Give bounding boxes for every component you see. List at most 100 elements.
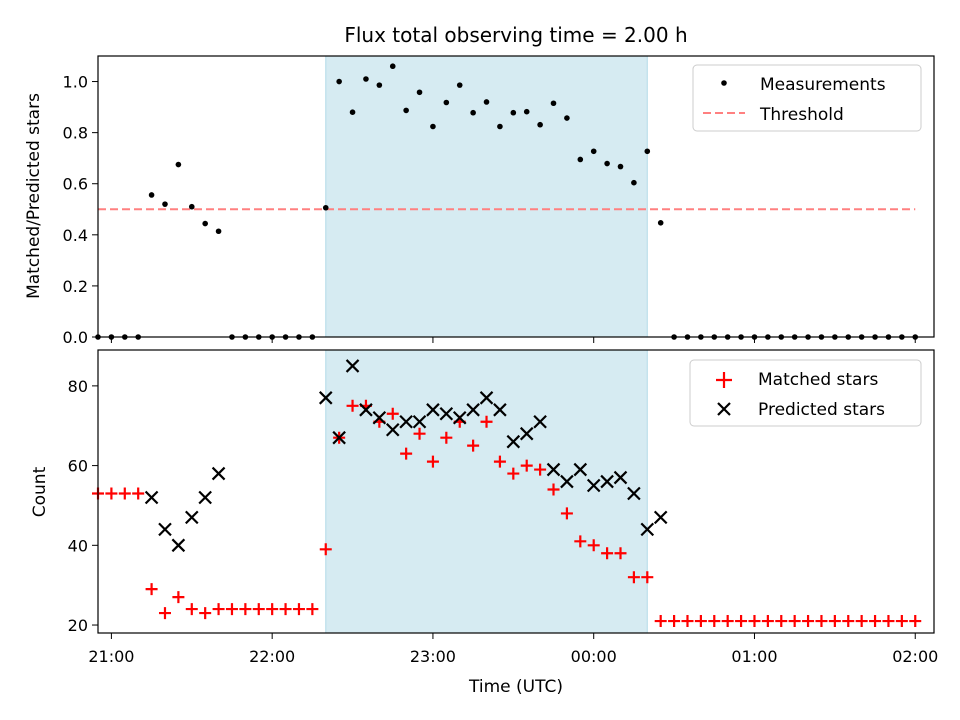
predicted-point xyxy=(412,414,427,429)
matched-point xyxy=(145,583,158,596)
matched-point xyxy=(708,615,721,628)
count-y-ticks: 20 40 60 80 xyxy=(68,377,98,635)
count-y-label: Count xyxy=(30,466,50,517)
ratio-y-tick-label: 0.4 xyxy=(63,226,88,245)
measurement-point xyxy=(510,109,517,116)
ratio-shaded-span xyxy=(325,55,648,338)
matched-point xyxy=(694,615,707,628)
measurement-point xyxy=(537,121,543,128)
count-legend: Matched stars Predicted stars xyxy=(689,359,922,427)
matched-point xyxy=(721,615,734,628)
measurement-point xyxy=(376,82,383,88)
matched-point xyxy=(239,603,252,616)
predicted-point xyxy=(198,490,212,505)
predicted-point xyxy=(600,474,614,489)
count-y-tick-label: 80 xyxy=(68,377,88,396)
measurement-point xyxy=(336,78,342,85)
measurement-point xyxy=(456,82,463,88)
predicted-point xyxy=(372,410,387,425)
matched-point xyxy=(668,615,681,628)
matched-point xyxy=(802,615,815,628)
ratio-y-tick-label: 1.0 xyxy=(63,73,88,92)
measurement-point xyxy=(416,89,423,96)
measurement-point xyxy=(470,109,476,116)
count-axes-frame xyxy=(97,349,935,634)
matched-point xyxy=(775,615,788,628)
matched-point xyxy=(132,487,145,500)
ratio-panel: 0.0 0.2 0.4 0.6 0.8 1.0 Matched/Predicted sta… xyxy=(24,55,935,347)
matched-point xyxy=(225,603,238,616)
count-y-tick-label: 40 xyxy=(68,536,88,555)
predicted-point xyxy=(479,391,494,405)
matched-point xyxy=(400,447,413,460)
measurement-point xyxy=(188,203,195,210)
measurement-point xyxy=(389,63,396,70)
matched-point xyxy=(507,467,520,480)
matched-point xyxy=(895,615,908,628)
measurement-point xyxy=(604,160,610,167)
count-legend-box xyxy=(689,359,922,427)
ratio-y-tick-label: 0.2 xyxy=(63,277,88,296)
matched-point xyxy=(266,603,279,616)
matched-point xyxy=(748,615,761,628)
predicted-points xyxy=(144,359,668,553)
matched-point xyxy=(413,427,426,440)
matched-point xyxy=(426,455,439,468)
ratio-y-tick-label: 0.6 xyxy=(63,175,88,194)
legend-marker-measurements xyxy=(721,80,727,86)
matched-point xyxy=(735,615,748,628)
predicted-point xyxy=(171,538,186,553)
figure-title: Flux total observing time = 2.00 h xyxy=(344,23,687,47)
measurement-point xyxy=(202,220,208,227)
matched-point xyxy=(842,615,855,628)
ratio-y-ticks: 0.0 0.2 0.4 0.6 0.8 1.0 xyxy=(63,73,98,347)
measurement-point xyxy=(403,107,409,114)
matched-point xyxy=(467,439,480,452)
matched-point xyxy=(909,615,922,628)
matched-point xyxy=(547,483,560,496)
matched-point xyxy=(346,399,359,412)
matched-point xyxy=(601,547,614,560)
measurement-point xyxy=(577,156,584,163)
predicted-point xyxy=(506,434,521,449)
matched-point xyxy=(319,543,332,556)
measurement-point xyxy=(349,109,356,115)
matched-point xyxy=(105,487,118,500)
matched-point xyxy=(560,507,573,520)
matched-point xyxy=(574,535,587,548)
count-x-tick-label: 22:00 xyxy=(249,647,295,666)
count-x-tick-label: 02:00 xyxy=(892,647,938,666)
measurement-point xyxy=(322,204,329,211)
legend-label-matched: Matched stars xyxy=(758,370,878,390)
predicted-point xyxy=(586,478,601,493)
legend-marker-predicted xyxy=(717,402,731,416)
predicted-point xyxy=(560,474,574,489)
matched-point xyxy=(440,431,453,444)
count-x-ticks: 21:00 22:00 23:00 00:00 01:00 02:00 xyxy=(88,633,938,666)
predicted-point xyxy=(385,422,400,437)
ratio-y-label: Matched/Predicted stars xyxy=(24,93,44,299)
measurement-point xyxy=(148,192,155,198)
matched-point xyxy=(681,615,694,628)
measurement-point xyxy=(550,100,557,107)
measurement-point xyxy=(644,148,651,155)
matched-point xyxy=(654,615,667,628)
predicted-point xyxy=(345,359,360,373)
matched-point xyxy=(815,615,828,628)
legend-label-threshold: Threshold xyxy=(759,105,844,125)
predicted-point xyxy=(158,522,172,537)
predicted-point xyxy=(426,403,440,417)
predicted-point xyxy=(546,462,561,477)
measurement-point xyxy=(617,163,624,170)
predicted-point xyxy=(519,426,534,441)
matched-point xyxy=(185,603,198,616)
ratio-legend: Measurements Threshold xyxy=(692,64,922,132)
legend-label-predicted: Predicted stars xyxy=(758,400,885,420)
matched-point xyxy=(855,615,868,628)
measurement-point xyxy=(483,99,490,105)
x-axis-label: Time (UTC) xyxy=(468,677,563,697)
matched-point xyxy=(882,615,895,628)
ratio-y-tick-label: 0.8 xyxy=(63,124,88,143)
